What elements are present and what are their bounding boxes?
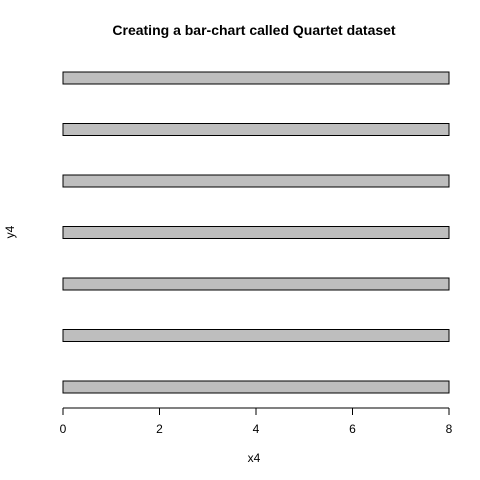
bar-3 (62, 277, 450, 291)
x-axis: 0 2 4 6 8 (60, 407, 453, 436)
chart-title: Creating a bar-chart called Quartet data… (112, 22, 396, 38)
x-tick-label: 0 (60, 422, 67, 436)
bar-6 (62, 123, 450, 136)
x-axis-label: x4 (248, 451, 261, 465)
y-axis-label: y4 (3, 225, 17, 238)
bar-1 (62, 380, 450, 394)
bar-4 (62, 226, 450, 239)
bar-7 (62, 71, 450, 85)
bar-2 (62, 329, 450, 342)
x-tick-label: 2 (156, 422, 163, 436)
x-tick-label: 8 (446, 422, 453, 436)
bar-5 (62, 174, 450, 188)
x-tick-label: 6 (349, 422, 356, 436)
x-tick-label: 4 (253, 422, 260, 436)
bars-group (62, 71, 450, 394)
